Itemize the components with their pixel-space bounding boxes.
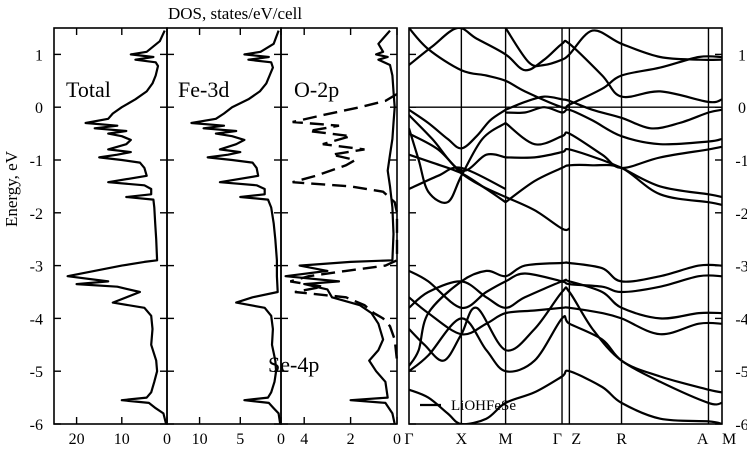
band-y-tick-label: -1 bbox=[735, 153, 747, 170]
x-tick-label: 2 bbox=[347, 431, 355, 448]
dos-subpanel-1: 10 5 0 Fe-3d bbox=[166, 27, 285, 448]
band-line bbox=[409, 166, 507, 190]
band-y-tick-label: -5 bbox=[735, 364, 747, 381]
x-tick-label: 4 bbox=[300, 431, 308, 448]
x-tick-label: 10 bbox=[114, 431, 130, 448]
k-point-label: M bbox=[498, 431, 512, 448]
dos-panel-label: Fe-3d bbox=[178, 77, 229, 102]
y-tick-label: -3 bbox=[30, 259, 43, 276]
k-point-label: A bbox=[697, 431, 709, 448]
k-point-label: Γ bbox=[404, 431, 413, 448]
x-tick-label: 0 bbox=[393, 431, 401, 448]
k-point-label: M bbox=[722, 431, 736, 448]
k-point-label: X bbox=[456, 431, 468, 448]
band-curves bbox=[409, 28, 722, 424]
x-tick-label: 5 bbox=[236, 431, 244, 448]
dos-frame-2 bbox=[280, 27, 398, 425]
y-tick-label: -5 bbox=[30, 364, 43, 381]
dos-subpanel-0: 20 10 0 Total bbox=[53, 27, 171, 448]
y-tick-label: -6 bbox=[30, 417, 43, 434]
dos-curve-0-solid bbox=[66, 30, 168, 425]
band-line bbox=[504, 28, 722, 68]
y-tick-labels: -6 -5 -4 -3 -2 -1 0 1 bbox=[30, 47, 43, 434]
dos-subpanel-2: 4 2 0 O-2p Se-4p bbox=[268, 27, 401, 448]
band-line bbox=[409, 369, 722, 424]
k-point-label: Z bbox=[571, 431, 581, 448]
band-y-tick-label: 0 bbox=[738, 100, 746, 117]
band-line bbox=[409, 261, 722, 367]
band-line bbox=[505, 95, 722, 130]
legend-label: LiOHFeSe bbox=[451, 398, 516, 414]
x-tick-label: 20 bbox=[69, 431, 85, 448]
dos-panel-label: O-2p bbox=[294, 77, 339, 102]
dos-curve-2-solid bbox=[284, 29, 396, 425]
dos-panel-label: Total bbox=[66, 77, 111, 102]
y-axis-label: Energy, eV bbox=[2, 150, 21, 227]
dos-curve-2-dashed bbox=[289, 92, 399, 361]
band-y-tick-label: -2 bbox=[735, 206, 747, 223]
dos-title: DOS, states/eV/cell bbox=[168, 4, 302, 23]
band-y-tick-label: -4 bbox=[735, 311, 747, 328]
band-frame bbox=[408, 27, 723, 425]
y-tick-label: -4 bbox=[30, 311, 43, 328]
dos-curve-1-solid bbox=[190, 30, 282, 425]
band-line bbox=[504, 163, 722, 206]
band-line bbox=[409, 286, 722, 394]
x-tick-label: 0 bbox=[163, 431, 171, 448]
band-y-tick-label: -6 bbox=[735, 417, 747, 434]
band-y-tick-label: 1 bbox=[738, 47, 746, 64]
band-legend: LiOHFeSe bbox=[420, 398, 516, 414]
y-tick-label: -2 bbox=[30, 206, 43, 223]
band-line bbox=[505, 106, 722, 146]
band-line bbox=[504, 122, 722, 170]
x-tick-label: 10 bbox=[192, 431, 208, 448]
k-point-label: R bbox=[616, 431, 627, 448]
band-line bbox=[409, 28, 722, 104]
band-y-tick-label: -3 bbox=[735, 259, 747, 276]
band-line bbox=[409, 114, 506, 172]
y-tick-label: 1 bbox=[35, 47, 43, 64]
band-line bbox=[409, 122, 507, 204]
dos-panel-label-2: Se-4p bbox=[268, 352, 319, 377]
y-tick-label: -1 bbox=[30, 153, 43, 170]
band-line bbox=[505, 147, 722, 199]
x-tick-label: 0 bbox=[277, 431, 285, 448]
band-line bbox=[409, 315, 722, 406]
y-tick-label: 0 bbox=[35, 100, 43, 117]
k-point-label: Γ bbox=[553, 431, 562, 448]
band-line bbox=[505, 195, 570, 232]
